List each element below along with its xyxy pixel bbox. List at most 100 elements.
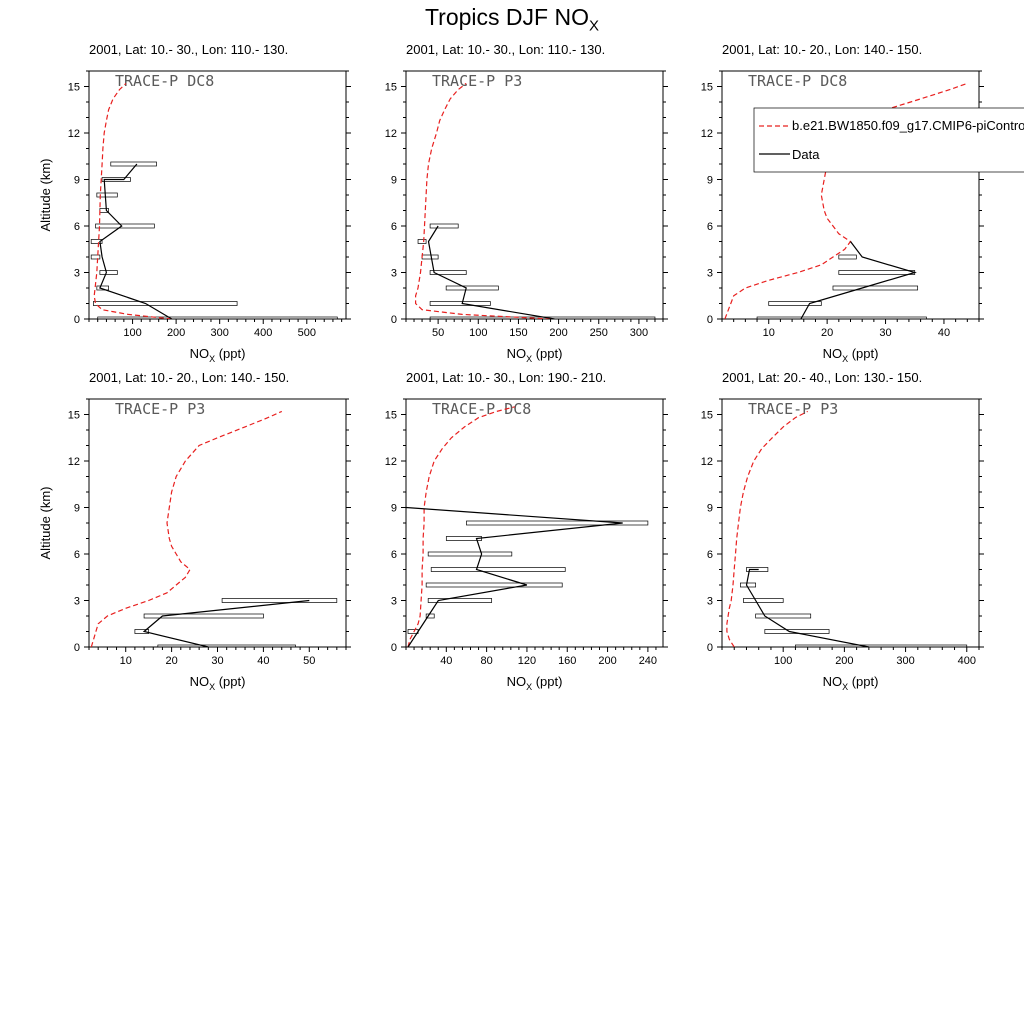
data-range-box — [96, 285, 109, 291]
plot-frame — [405, 70, 664, 320]
figure-title: Tropics DJF NOX — [0, 4, 1024, 35]
y-tick-label: 0 — [391, 642, 397, 654]
campaign-label: TRACE-P DC8 — [432, 400, 531, 418]
data-range-box — [445, 285, 499, 291]
x-tick-label: 40 — [257, 655, 269, 667]
x-axis-label-sub: X — [526, 682, 532, 692]
data-range-box — [90, 239, 103, 244]
model-series — [90, 410, 283, 647]
y-tick-label: 6 — [74, 549, 80, 561]
x-axis-label-sub: X — [209, 682, 215, 692]
data-line — [142, 599, 310, 647]
data-range-box — [838, 254, 857, 260]
data-range-box — [110, 161, 157, 167]
x-axis-label-main: NO — [190, 674, 210, 689]
data-series — [427, 225, 555, 319]
y-tick-label: 12 — [385, 456, 397, 468]
model-line — [415, 82, 551, 319]
panel-subtitle: 2001, Lat: 20.- 40., Lon: 130.- 150. — [722, 370, 922, 385]
x-axis-label-units: (ppt) — [215, 346, 245, 361]
y-tick-label: 15 — [701, 82, 713, 94]
model-series — [726, 410, 808, 647]
x-axis-label-main: NO — [190, 346, 210, 361]
y-tick-label: 3 — [391, 596, 397, 608]
y-tick-label: 12 — [701, 456, 713, 468]
x-tick-label: 150 — [509, 327, 527, 339]
data-range-box — [768, 301, 822, 306]
y-tick-label: 9 — [74, 503, 80, 515]
x-axis-label-units: (ppt) — [848, 674, 878, 689]
legend-box — [753, 107, 1024, 173]
x-tick-label: 300 — [630, 327, 648, 339]
data-range-box — [99, 270, 118, 275]
legend: b.e21.BW1850.f09_g17.CMIP6-piControl.001… — [753, 107, 1024, 173]
y-tick-label: 0 — [707, 314, 713, 326]
data-series — [406, 506, 623, 647]
data-range-boxes — [756, 254, 927, 319]
data-range-box — [427, 551, 513, 557]
data-range-boxes — [407, 520, 649, 634]
y-tick-label: 12 — [68, 456, 80, 468]
panel-subtitle: 2001, Lat: 10.- 30., Lon: 190.- 210. — [406, 370, 606, 385]
panel-2: 2001, Lat: 10.- 30., Lon: 110.- 130. 0 3 6 9… — [385, 42, 668, 364]
y-tick-label: 0 — [391, 314, 397, 326]
data-range-box — [746, 567, 769, 572]
x-tick-label: 240 — [639, 655, 657, 667]
data-range-box — [134, 629, 150, 634]
x-tick-label: 500 — [298, 327, 316, 339]
data-range-boxes — [417, 223, 656, 319]
data-range-box — [838, 270, 916, 275]
model-series — [93, 82, 172, 319]
data-range-boxes — [740, 567, 968, 647]
y-tick-label: 3 — [707, 596, 713, 608]
legend-data-label: Data — [792, 147, 820, 162]
data-range-box — [466, 520, 649, 526]
model-line — [90, 410, 283, 647]
plot-frame — [405, 398, 664, 648]
x-tick-label: 50 — [432, 327, 444, 339]
y-tick-label: 9 — [707, 503, 713, 515]
data-range-box — [429, 301, 491, 306]
plot-frame — [88, 70, 347, 320]
data-range-box — [101, 177, 131, 182]
data-line — [745, 568, 870, 647]
x-tick-label: 80 — [481, 655, 493, 667]
x-tick-label: 160 — [558, 655, 576, 667]
x-axis-label-main: NO — [823, 346, 843, 361]
x-axis-label: NOX (ppt) — [823, 346, 879, 364]
y-tick-label: 12 — [701, 128, 713, 140]
x-tick-label: 400 — [958, 655, 976, 667]
x-axis-label-sub: X — [842, 682, 848, 692]
x-tick-label: 200 — [549, 327, 567, 339]
y-tick-label: 15 — [68, 410, 80, 422]
data-range-box — [97, 316, 338, 319]
x-axis-label: NOX (ppt) — [507, 346, 563, 364]
campaign-label: TRACE-P DC8 — [748, 72, 847, 90]
panel-subtitle: 2001, Lat: 10.- 30., Lon: 110.- 130. — [89, 42, 288, 57]
y-tick-label: 3 — [74, 596, 80, 608]
data-range-box — [430, 567, 566, 572]
x-axis-label-sub: X — [209, 354, 215, 364]
x-tick-label: 300 — [210, 327, 228, 339]
data-range-box — [157, 644, 296, 647]
x-tick-label: 200 — [167, 327, 185, 339]
y-tick-label: 6 — [391, 221, 397, 233]
x-axis-label: NOX (ppt) — [507, 674, 563, 692]
x-axis-label: NOX (ppt) — [190, 346, 246, 364]
y-tick-label: 12 — [68, 128, 80, 140]
y-tick-label: 6 — [74, 221, 80, 233]
x-axis-label: NOX (ppt) — [823, 674, 879, 692]
data-range-box — [421, 254, 439, 260]
data-series — [745, 568, 870, 647]
data-line — [99, 163, 173, 319]
panel-subtitle: 2001, Lat: 10.- 20., Lon: 140.- 150. — [722, 42, 922, 57]
panel-3: 2001, Lat: 10.- 20., Lon: 140.- 150. 0 3 6 9… — [701, 42, 1024, 364]
campaign-label: TRACE-P P3 — [115, 400, 205, 418]
x-axis-label-sub: X — [842, 354, 848, 364]
y-tick-label: 6 — [391, 549, 397, 561]
x-axis-label-main: NO — [823, 674, 843, 689]
x-tick-label: 50 — [303, 655, 315, 667]
data-range-box — [429, 223, 459, 229]
x-axis-label-main: NO — [507, 674, 527, 689]
panel-4: 2001, Lat: 10.- 20., Lon: 140.- 150. 0 3 6 9… — [38, 370, 351, 692]
